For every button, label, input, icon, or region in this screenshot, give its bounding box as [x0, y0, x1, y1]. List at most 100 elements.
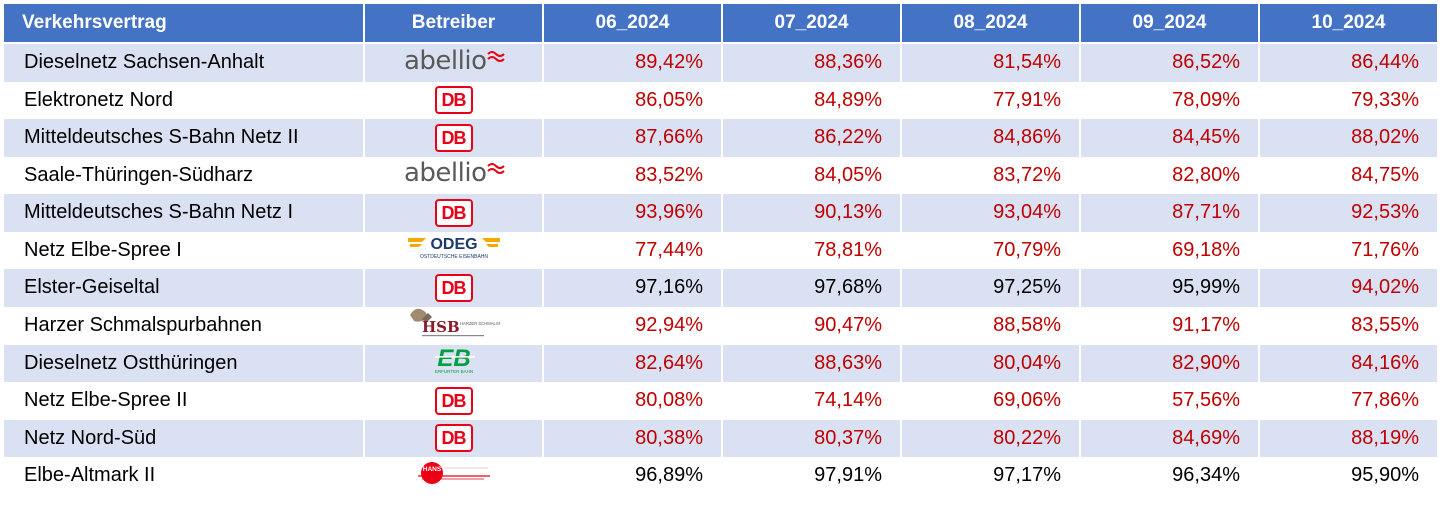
value-cell-07-2024: 88,36% [721, 43, 902, 82]
header-row: Verkehrsvertrag Betreiber 06_2024 07_202… [2, 2, 1439, 44]
value-cell-09-2024: 87,71% [1079, 194, 1260, 232]
eb-logo-subtitle: ERFURTER BAHN [434, 369, 472, 374]
value-cell-08-2024: 83,72% [900, 156, 1081, 194]
value-cell-07-2024: 97,68% [721, 269, 902, 307]
operator-cell: DB [363, 119, 544, 157]
hans-logo: HANS [414, 458, 494, 488]
value-cell-06-2024: 80,08% [542, 382, 723, 420]
header-month-06-2024: 06_2024 [542, 2, 723, 44]
table-row: Elektronetz Nord DB 86,05% 84,89% 77,91% 78,0… [2, 81, 1439, 119]
db-logo: DB [434, 85, 473, 115]
contract-name-cell: Dieselnetz Sachsen-Anhalt [2, 43, 365, 82]
value-cell-06-2024: 97,16% [542, 269, 723, 307]
header-betreiber: Betreiber [363, 2, 544, 44]
value-cell-07-2024: 86,22% [721, 119, 902, 157]
header-verkehrsvertrag: Verkehrsvertrag [2, 2, 365, 44]
contract-name-cell: Harzer Schmalspurbahnen [2, 306, 365, 345]
db-logo-text: DB [434, 86, 473, 115]
odeg-logo-text: ODEG [430, 236, 477, 253]
value-cell-06-2024: 87,66% [542, 119, 723, 157]
value-cell-10-2024: 92,53% [1258, 194, 1439, 232]
operator-cell: HANS [363, 457, 544, 495]
value-cell-09-2024: 82,80% [1079, 156, 1260, 194]
value-cell-07-2024: 78,81% [721, 231, 902, 269]
operator-cell: DB [363, 194, 544, 232]
value-cell-10-2024: 86,44% [1258, 43, 1439, 82]
value-cell-10-2024: 88,19% [1258, 419, 1439, 457]
contract-name-cell: Mitteldeutsches S-Bahn Netz II [2, 119, 365, 157]
db-logo: DB [434, 423, 473, 453]
contract-name-cell: Mitteldeutsches S-Bahn Netz I [2, 194, 365, 232]
value-cell-06-2024: 80,38% [542, 419, 723, 457]
value-cell-09-2024: 95,99% [1079, 269, 1260, 307]
value-cell-07-2024: 97,91% [721, 457, 902, 495]
contract-name-cell: Dieselnetz Ostthüringen [2, 344, 365, 382]
value-cell-07-2024: 90,13% [721, 194, 902, 232]
value-cell-09-2024: 96,34% [1079, 457, 1260, 495]
value-cell-07-2024: 84,05% [721, 156, 902, 194]
value-cell-06-2024: 93,96% [542, 194, 723, 232]
table-row: Mitteldeutsches S-Bahn Netz I DB 93,96% 90,… [2, 194, 1439, 232]
value-cell-08-2024: 93,04% [900, 194, 1081, 232]
db-logo: DB [434, 123, 473, 153]
db-logo-text: DB [434, 386, 473, 415]
operator-cell: DB [363, 419, 544, 457]
table-row: Dieselnetz Sachsen-Anhalt abellio 89,42% 88… [2, 43, 1439, 82]
value-cell-09-2024: 69,18% [1079, 231, 1260, 269]
db-logo-text: DB [434, 198, 473, 227]
contract-name-cell: Elbe-Altmark II [2, 457, 365, 495]
value-cell-10-2024: 95,90% [1258, 457, 1439, 495]
operator-cell: abellio [363, 156, 544, 194]
operator-cell: DB [363, 81, 544, 119]
table-row: Dieselnetz Ostthüringen EB ERFURTER BAHN 82… [2, 344, 1439, 382]
value-cell-08-2024: 97,17% [900, 457, 1081, 495]
abellio-logo-text: abellio [404, 46, 487, 75]
contract-name-cell: Netz Elbe-Spree I [2, 231, 365, 269]
table-row: Netz Elbe-Spree I ODEG OSTDEUTSCHE EISENBA… [2, 231, 1439, 269]
abellio-logo: abellio [402, 157, 506, 187]
value-cell-07-2024: 88,63% [721, 344, 902, 382]
value-cell-10-2024: 88,02% [1258, 119, 1439, 157]
table-row: Netz Elbe-Spree II DB 80,08% 74,14% 69,06% 57… [2, 382, 1439, 420]
punctuality-table: Verkehrsvertrag Betreiber 06_2024 07_202… [2, 2, 1439, 495]
eb-logo: EB ERFURTER BAHN [419, 345, 489, 375]
value-cell-09-2024: 84,45% [1079, 119, 1260, 157]
value-cell-08-2024: 97,25% [900, 269, 1081, 307]
value-cell-09-2024: 82,90% [1079, 344, 1260, 382]
value-cell-09-2024: 86,52% [1079, 43, 1260, 82]
odeg-logo-subtitle: OSTDEUTSCHE EISENBAHN [419, 254, 487, 260]
value-cell-10-2024: 79,33% [1258, 81, 1439, 119]
db-logo: DB [434, 273, 473, 303]
abellio-logo-text: abellio [404, 158, 487, 187]
contract-name-cell: Saale-Thüringen-Südharz [2, 156, 365, 194]
value-cell-09-2024: 78,09% [1079, 81, 1260, 119]
value-cell-06-2024: 86,05% [542, 81, 723, 119]
table-header: Verkehrsvertrag Betreiber 06_2024 07_202… [2, 2, 1439, 44]
table-row: Netz Nord-Süd DB 80,38% 80,37% 80,22% 84,69% 8… [2, 419, 1439, 457]
contract-name-cell: Netz Nord-Süd [2, 419, 365, 457]
table-row: Elster-Geiseltal DB 97,16% 97,68% 97,25% 95,9… [2, 269, 1439, 307]
table-row: Mitteldeutsches S-Bahn Netz II DB 87,66% 86… [2, 119, 1439, 157]
value-cell-08-2024: 84,86% [900, 119, 1081, 157]
contract-name-cell: Elster-Geiseltal [2, 269, 365, 307]
hans-logo-text: HANS [422, 466, 441, 473]
value-cell-06-2024: 89,42% [542, 43, 723, 82]
hsb-logo-subtitle: HARZER SCHMALSPUR BAHNEN [460, 321, 500, 326]
value-cell-10-2024: 71,76% [1258, 231, 1439, 269]
value-cell-06-2024: 96,89% [542, 457, 723, 495]
value-cell-07-2024: 84,89% [721, 81, 902, 119]
operator-cell: DB [363, 269, 544, 307]
value-cell-10-2024: 84,16% [1258, 344, 1439, 382]
value-cell-06-2024: 92,94% [542, 306, 723, 345]
value-cell-06-2024: 83,52% [542, 156, 723, 194]
db-logo: DB [434, 386, 473, 416]
value-cell-10-2024: 83,55% [1258, 306, 1439, 345]
db-logo-text: DB [434, 424, 473, 453]
value-cell-10-2024: 77,86% [1258, 382, 1439, 420]
value-cell-08-2024: 88,58% [900, 306, 1081, 345]
header-month-09-2024: 09_2024 [1079, 2, 1260, 44]
operator-cell: ODEG OSTDEUTSCHE EISENBAHN [363, 231, 544, 269]
operator-cell: EB ERFURTER BAHN [363, 344, 544, 382]
